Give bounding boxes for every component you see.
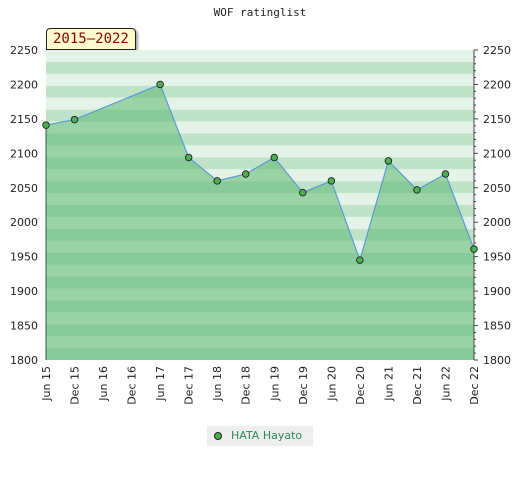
date-range-badge: 2015–2022 xyxy=(46,28,136,50)
grid-band xyxy=(46,61,474,74)
chart-title: WOF ratinglist xyxy=(213,6,307,19)
x-tick-label: Jun 18 xyxy=(211,366,224,402)
x-tick-label: Dec 15 xyxy=(69,366,82,405)
y-tick-label-right: 2200 xyxy=(483,78,511,91)
x-tick-label: Jun 22 xyxy=(439,366,452,402)
y-tick-label-left: 1850 xyxy=(10,320,38,333)
grid-band xyxy=(46,157,474,170)
y-tick-label-left: 2050 xyxy=(10,182,38,195)
grid-band xyxy=(46,145,474,158)
data-point xyxy=(356,256,364,264)
y-tick-label-left: 2250 xyxy=(10,44,38,57)
grid-band xyxy=(46,121,474,134)
x-tick-label: Dec 21 xyxy=(411,366,424,405)
grid-band xyxy=(46,97,474,110)
data-point xyxy=(156,80,164,89)
data-point xyxy=(327,177,336,185)
x-tick-label: Dec 16 xyxy=(126,366,139,405)
x-tick-label: Dec 17 xyxy=(183,366,196,405)
data-point xyxy=(299,188,307,197)
grid-band xyxy=(46,49,474,62)
data-point xyxy=(241,170,250,178)
y-tick-label-right: 1900 xyxy=(483,285,511,298)
grid-band xyxy=(46,73,474,86)
y-tick-label-right: 1950 xyxy=(483,251,511,264)
grid-band xyxy=(46,85,474,98)
y-tick-label-right: 1850 xyxy=(483,320,511,333)
legend[interactable]: HATA Hayato xyxy=(207,426,313,446)
y-tick-label-right: 2050 xyxy=(483,182,511,195)
y-tick-label-right: 2150 xyxy=(483,113,511,126)
y-tick-label-left: 1900 xyxy=(10,285,38,298)
x-tick-label: Jun 21 xyxy=(382,366,395,402)
x-tick-label: Dec 18 xyxy=(240,366,253,405)
data-point xyxy=(70,115,79,124)
data-point xyxy=(270,153,279,162)
data-point xyxy=(413,186,421,194)
data-point xyxy=(213,177,221,185)
data-point xyxy=(441,170,450,178)
grid-band xyxy=(46,109,474,122)
y-tick-label-right: 1800 xyxy=(483,354,511,367)
y-tick-label-right: 2000 xyxy=(483,216,511,229)
x-tick-label: Dec 20 xyxy=(354,366,367,405)
legend-marker-icon xyxy=(214,432,222,440)
data-point xyxy=(42,121,50,129)
y-tick-label-right: 2100 xyxy=(483,147,511,160)
y-tick-label-left: 2100 xyxy=(10,147,38,160)
legend-series-label: HATA Hayato xyxy=(231,429,303,442)
y-tick-label-left: 1800 xyxy=(10,354,38,367)
data-point xyxy=(184,153,193,162)
y-tick-label-left: 2000 xyxy=(10,216,38,229)
y-tick-label-left: 2150 xyxy=(10,113,38,126)
y-tick-label-left: 1950 xyxy=(10,251,38,264)
y-tick-label-right: 2250 xyxy=(483,44,511,57)
series-area xyxy=(46,84,474,360)
x-tick-label: Dec 22 xyxy=(468,366,481,405)
x-tick-label: Jun 20 xyxy=(325,366,338,402)
grid-band xyxy=(46,133,474,146)
y-tick-label-left: 2200 xyxy=(10,78,38,91)
x-tick-label: Jun 17 xyxy=(154,366,167,402)
data-point xyxy=(470,245,478,253)
x-tick-label: Jun 19 xyxy=(268,366,281,402)
series-line xyxy=(45,83,475,263)
x-tick-label: Jun 16 xyxy=(97,366,110,402)
data-point xyxy=(384,157,393,165)
x-tick-label: Jun 15 xyxy=(40,366,53,402)
x-tick-label: Dec 19 xyxy=(297,366,310,405)
